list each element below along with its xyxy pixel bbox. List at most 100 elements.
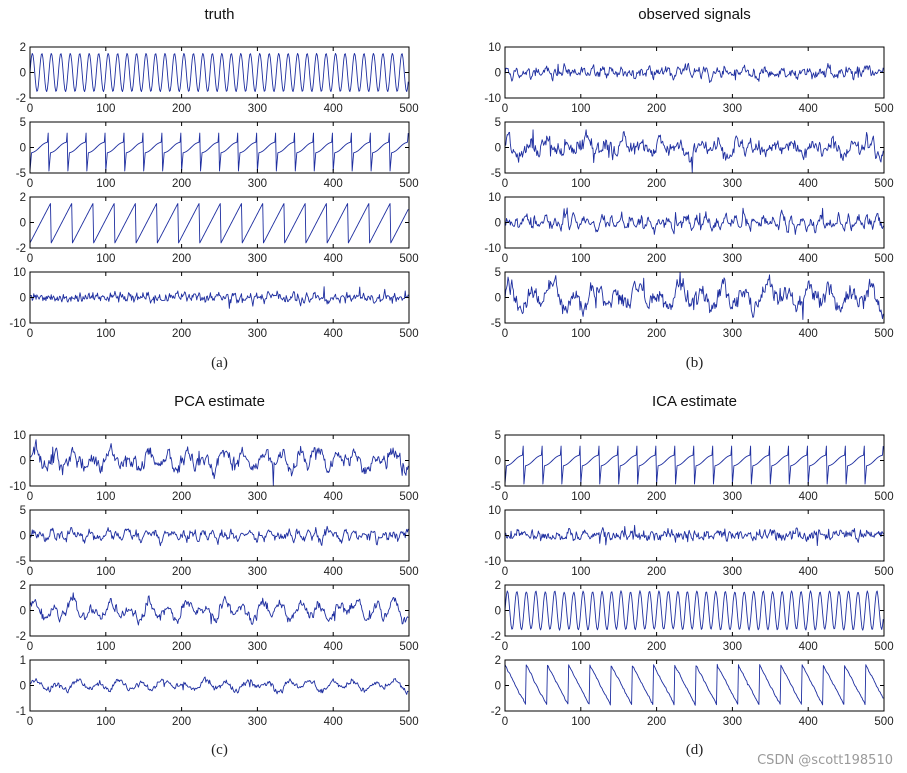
x-tick-label: 400: [324, 253, 343, 265]
x-tick-label: 100: [571, 103, 590, 115]
y-tick-label: 2: [20, 42, 26, 54]
x-tick-label: 500: [399, 716, 418, 728]
x-tick-label: 300: [248, 566, 267, 578]
x-tick-label: 400: [799, 641, 818, 653]
y-tick-label: 10: [488, 192, 501, 204]
x-tick-label: 500: [874, 641, 893, 653]
x-tick-label: 0: [502, 716, 508, 728]
subplot-3: 0 100 200 300 400 500-202: [491, 580, 894, 653]
panel-caption: (b): [686, 355, 704, 371]
x-tick-label: 0: [27, 491, 33, 503]
x-tick-label: 400: [799, 253, 818, 265]
y-tick-label: 5: [495, 117, 501, 129]
axes-frame: [29, 434, 410, 487]
x-tick-label: 100: [96, 641, 115, 653]
x-tick-label: 0: [27, 641, 33, 653]
y-tick-label: 5: [495, 267, 501, 279]
series-line: [29, 676, 409, 695]
y-tick-label: 5: [20, 505, 26, 517]
x-tick-label: 400: [799, 716, 818, 728]
axes-frame: [29, 271, 410, 324]
x-tick-label: 300: [248, 253, 267, 265]
series-line: [29, 439, 409, 486]
x-tick-label: 200: [647, 253, 666, 265]
subplot-1: 0 100 200 300 400 500-202: [16, 42, 419, 115]
subplot-2: 0 100 200 300 400 500-505: [16, 505, 419, 578]
x-tick-label: 300: [248, 328, 267, 340]
x-tick-label: 300: [723, 641, 742, 653]
x-tick-label: 0: [502, 253, 508, 265]
subplot-4: 0 100 200 300 400 500-202: [491, 655, 894, 728]
y-tick-label: -1: [16, 706, 26, 718]
y-tick-label: -2: [491, 706, 501, 718]
y-tick-label: 5: [495, 430, 501, 442]
series-line: [504, 207, 884, 235]
series-line: [29, 203, 409, 244]
x-tick-label: 100: [571, 641, 590, 653]
subplot-4: 0 100 200 300 400 500-101: [16, 655, 419, 728]
y-tick-label: 0: [20, 456, 26, 468]
panel-caption: (a): [211, 355, 228, 371]
panel-caption: (d): [686, 742, 704, 758]
y-tick-label: 1: [20, 655, 26, 667]
x-tick-label: 200: [172, 491, 191, 503]
subplot-1: 0 100 200 300 400 500-505: [491, 430, 894, 503]
y-tick-label: -5: [491, 168, 501, 180]
x-tick-label: 300: [723, 716, 742, 728]
x-tick-label: 400: [799, 491, 818, 503]
y-tick-label: 10: [488, 505, 501, 517]
x-tick-label: 100: [571, 566, 590, 578]
series-line: [29, 132, 409, 172]
x-tick-label: 100: [96, 328, 115, 340]
y-tick-label: -2: [16, 243, 26, 255]
x-tick-label: 500: [399, 566, 418, 578]
x-tick-label: 200: [647, 641, 666, 653]
x-tick-label: 200: [172, 253, 191, 265]
x-tick-label: 100: [96, 566, 115, 578]
x-tick-label: 300: [248, 178, 267, 190]
x-tick-label: 200: [172, 566, 191, 578]
y-tick-label: -10: [9, 481, 26, 493]
y-tick-label: 2: [20, 192, 26, 204]
x-tick-label: 200: [647, 103, 666, 115]
panel-title: truth: [204, 6, 234, 23]
y-tick-label: 5: [20, 117, 26, 129]
x-tick-label: 500: [874, 178, 893, 190]
x-tick-label: 400: [324, 641, 343, 653]
y-tick-label: 0: [20, 681, 26, 693]
y-tick-label: 0: [495, 218, 501, 230]
x-tick-label: 100: [96, 103, 115, 115]
x-tick-label: 500: [399, 491, 418, 503]
subplot-4: 0 100 200 300 400 500-505: [491, 267, 894, 340]
x-tick-label: 400: [324, 328, 343, 340]
series-line: [504, 663, 884, 706]
x-tick-label: 0: [27, 178, 33, 190]
subplot-2: 0 100 200 300 400 500-505: [491, 117, 894, 190]
x-tick-label: 0: [27, 566, 33, 578]
series-line: [504, 590, 884, 631]
y-tick-label: 0: [495, 293, 501, 305]
x-tick-label: 0: [27, 253, 33, 265]
x-tick-label: 500: [874, 716, 893, 728]
y-tick-label: 0: [20, 531, 26, 543]
series-line: [29, 52, 409, 93]
y-tick-label: 0: [20, 218, 26, 230]
y-tick-label: -2: [16, 631, 26, 643]
y-tick-label: 10: [13, 267, 26, 279]
x-tick-label: 500: [399, 103, 418, 115]
x-tick-label: 200: [172, 328, 191, 340]
y-tick-label: -2: [16, 93, 26, 105]
x-tick-label: 100: [571, 491, 590, 503]
panel-caption: (c): [211, 742, 228, 758]
axes-frame: [504, 46, 885, 99]
y-tick-label: -5: [491, 481, 501, 493]
x-tick-label: 0: [27, 716, 33, 728]
y-tick-label: -5: [16, 168, 26, 180]
panel-title: ICA estimate: [652, 393, 737, 410]
